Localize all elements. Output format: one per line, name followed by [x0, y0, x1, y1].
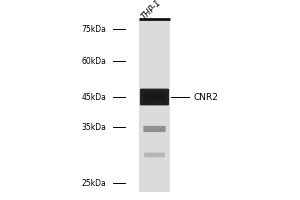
Bar — [139, 20, 170, 192]
FancyBboxPatch shape — [145, 95, 164, 99]
Bar — [139, 20, 170, 192]
FancyBboxPatch shape — [143, 126, 166, 132]
FancyBboxPatch shape — [144, 153, 165, 157]
FancyBboxPatch shape — [144, 93, 165, 101]
Text: 75kDa: 75kDa — [82, 24, 106, 33]
FancyBboxPatch shape — [140, 89, 169, 105]
FancyBboxPatch shape — [144, 93, 165, 101]
FancyBboxPatch shape — [141, 89, 168, 105]
FancyBboxPatch shape — [145, 95, 164, 99]
Text: 25kDa: 25kDa — [82, 178, 106, 188]
Text: 35kDa: 35kDa — [82, 122, 106, 132]
FancyBboxPatch shape — [142, 91, 167, 103]
Text: 60kDa: 60kDa — [82, 56, 106, 66]
FancyBboxPatch shape — [141, 89, 168, 105]
Text: CNR2: CNR2 — [194, 92, 218, 102]
Text: 45kDa: 45kDa — [82, 92, 106, 102]
FancyBboxPatch shape — [142, 91, 167, 103]
Text: THP-1: THP-1 — [140, 0, 163, 22]
